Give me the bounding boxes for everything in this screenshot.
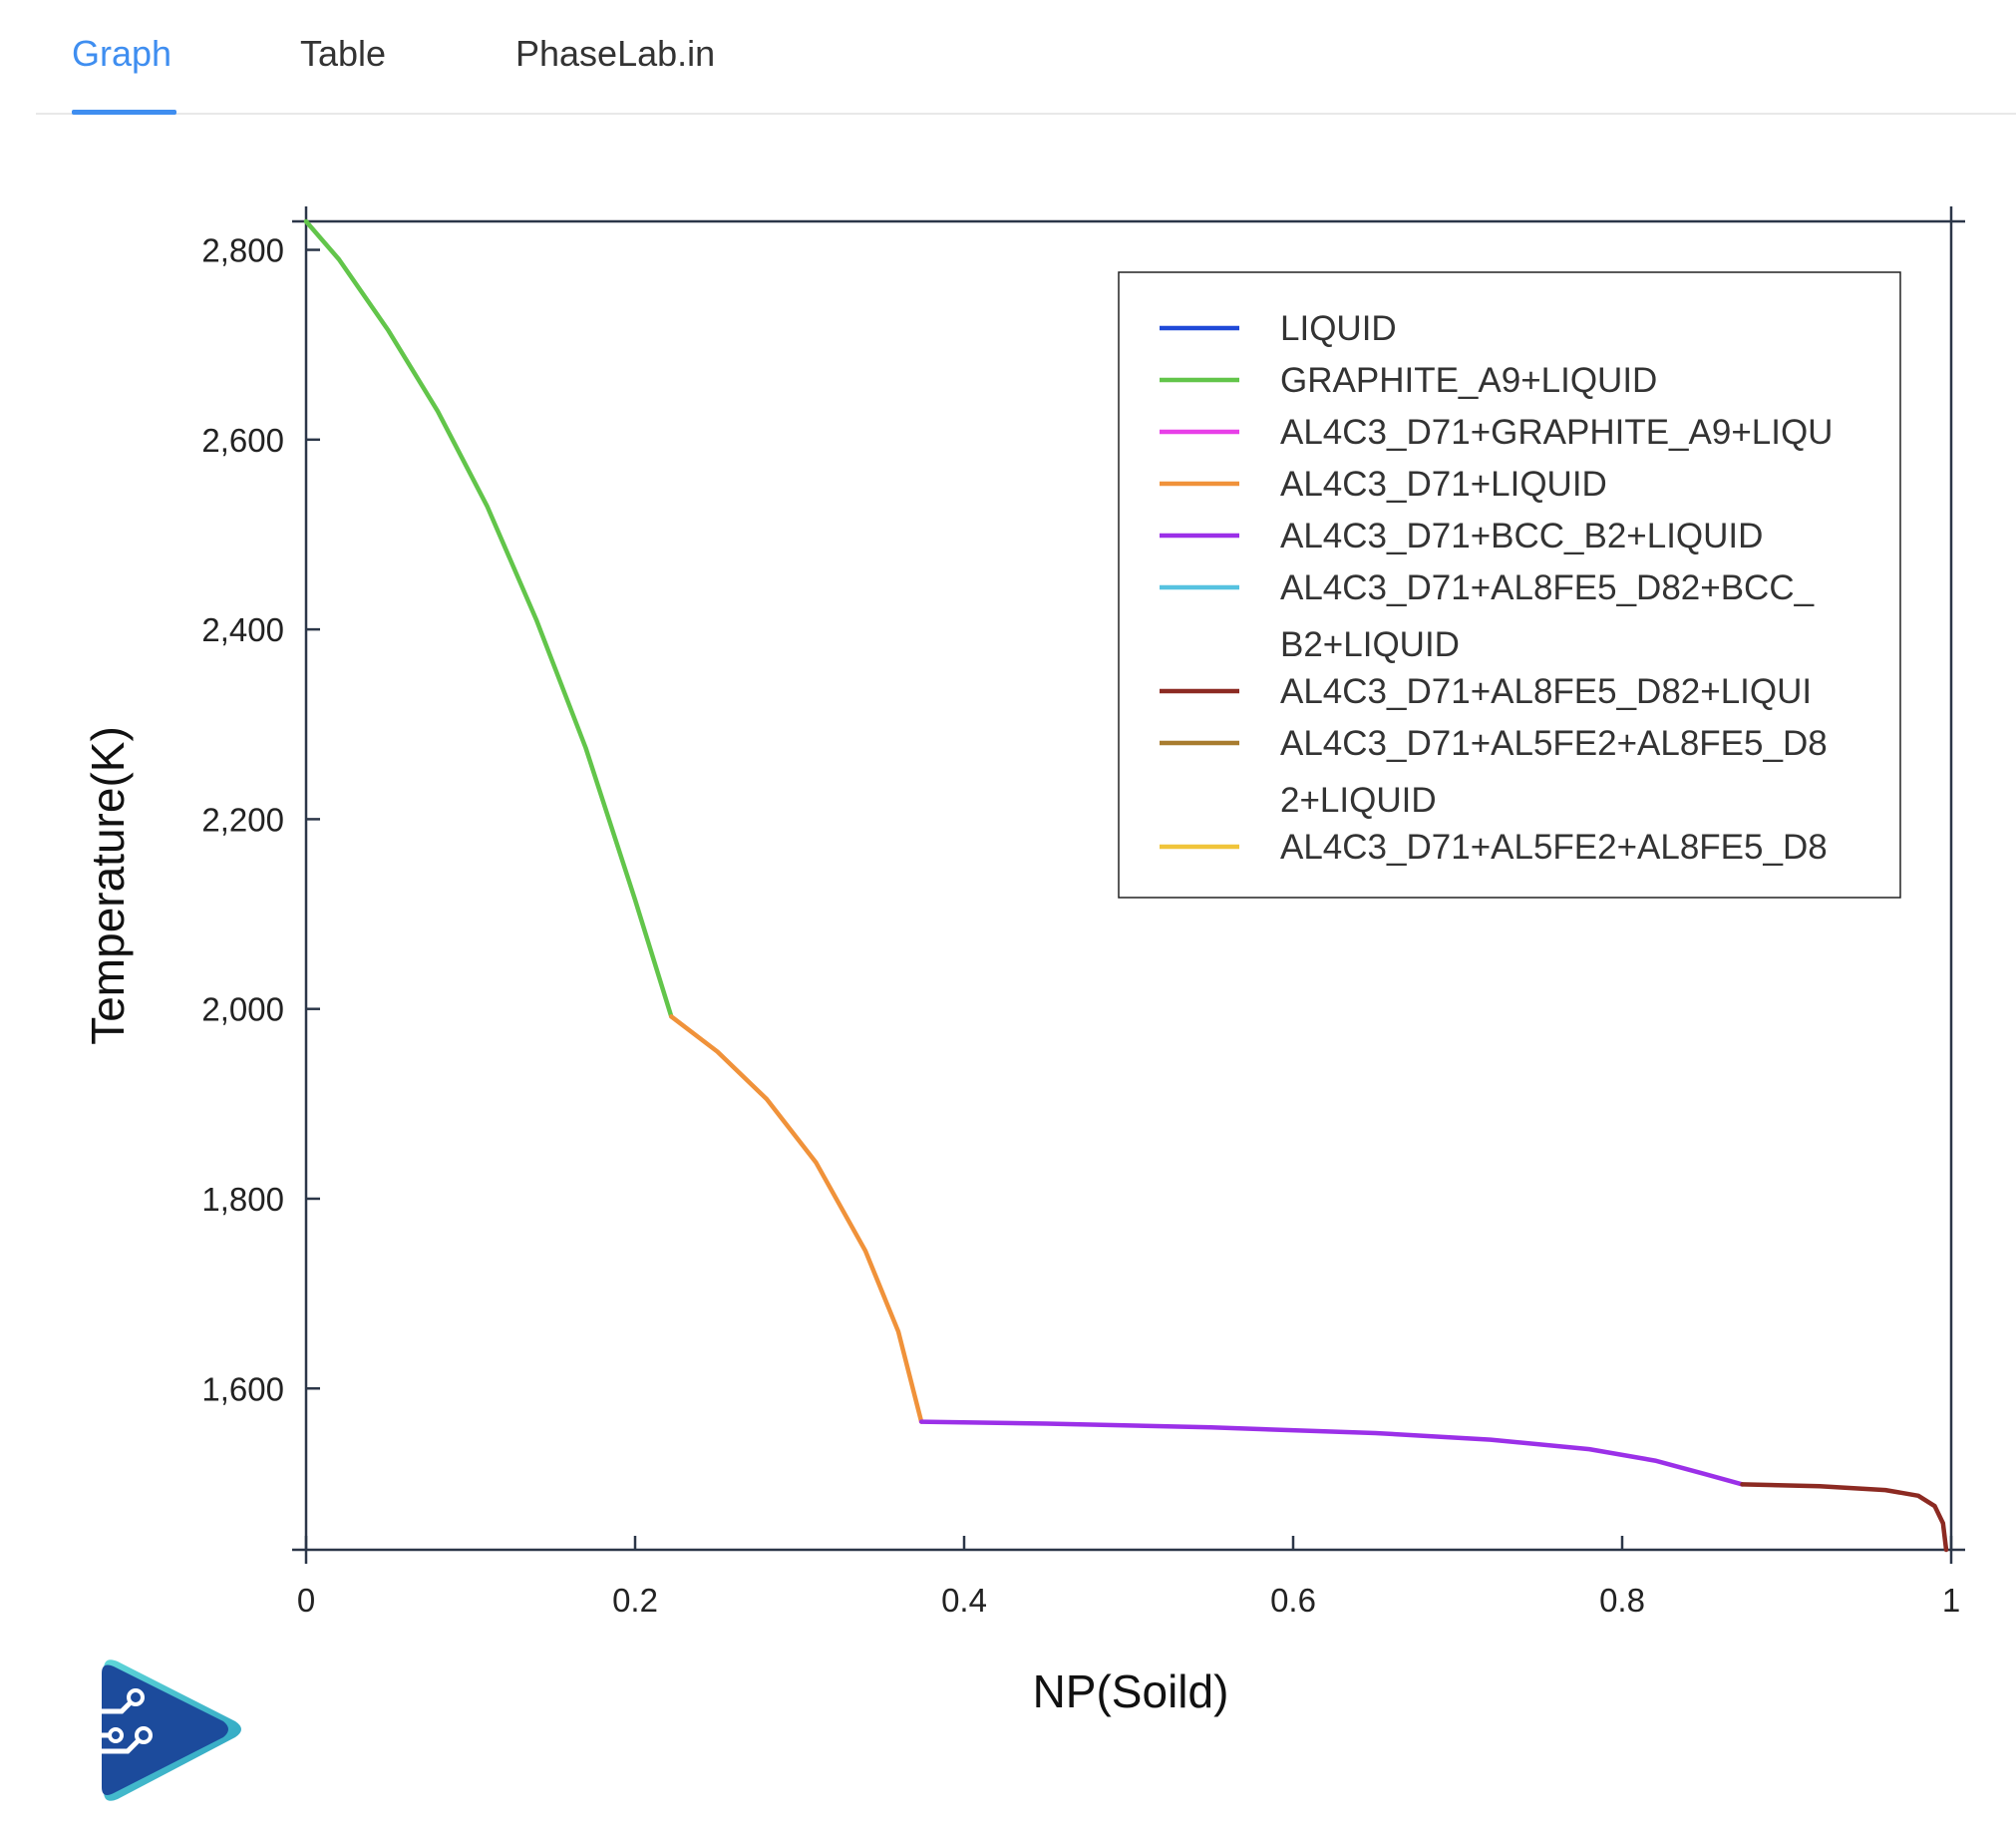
x-tick-label: 0.4 [941, 1582, 987, 1619]
x-tick-label: 0 [297, 1582, 315, 1619]
legend-label-4: AL4C3_D71+BCC_B2+LIQUID [1280, 517, 1763, 555]
x-tick-label: 0.8 [1599, 1582, 1645, 1619]
legend-box [1118, 271, 1901, 899]
tab-table[interactable]: Table [300, 33, 387, 74]
chart-series [303, 218, 1949, 1553]
legend-label-8: AL4C3_D71+AL5FE2+AL8FE5_D8 [1280, 828, 1828, 867]
series-line-1 [303, 218, 674, 1019]
tab-bar: Graph Table PhaseLab.in [36, 0, 2016, 115]
tab-phaselab[interactable]: PhaseLab.in [515, 33, 716, 74]
legend-label-7: AL4C3_D71+AL5FE2+AL8FE5_D8 [1280, 724, 1828, 763]
y-tick-label: 2,400 [201, 611, 284, 648]
x-tick-label: 0.2 [612, 1582, 658, 1619]
y-tick-label: 2,800 [201, 232, 284, 269]
tab-graph[interactable]: Graph [72, 33, 172, 74]
legend-label-7: 2+LIQUID [1280, 781, 1437, 820]
legend-label-3: AL4C3_D71+LIQUID [1280, 465, 1607, 504]
chart-ticks: 0 0.2 0.4 0.6 0.8 1 1,600 1,800 2,000 2,200 2,400 2… [201, 232, 1960, 1619]
series-line-6 [1740, 1482, 1949, 1553]
chart-axes [292, 206, 1965, 1564]
y-tick-label: 1,600 [201, 1370, 284, 1407]
legend-label-0: LIQUID [1280, 309, 1397, 348]
app-logo [99, 1659, 241, 1801]
legend-label-6: AL4C3_D71+AL8FE5_D82+LIQUI [1280, 672, 1812, 711]
chart-legend: LIQUID GRAPHITE_A9+LIQUID AL4C3_D71+GRAPHI… [1118, 271, 1901, 899]
x-axis-title: NP(Soild) [1033, 1665, 1229, 1717]
series-line-3 [669, 1014, 924, 1424]
legend-label-5: AL4C3_D71+AL8FE5_D82+BCC_ [1280, 568, 1815, 607]
legend-label-2: AL4C3_D71+GRAPHITE_A9+LIQU [1280, 413, 1833, 452]
y-tick-label: 1,800 [201, 1181, 284, 1218]
x-tick-label: 0.6 [1270, 1582, 1316, 1619]
x-tick-label: 1 [1942, 1582, 1960, 1619]
y-tick-label: 2,600 [201, 422, 284, 459]
series-line-4 [918, 1419, 1745, 1487]
legend-label-5: B2+LIQUID [1280, 625, 1460, 664]
y-axis-title: Temperature(K) [82, 726, 134, 1045]
active-tab-indicator [72, 110, 176, 115]
y-tick-label: 2,200 [201, 801, 284, 838]
legend-label-1: GRAPHITE_A9+LIQUID [1280, 361, 1657, 400]
y-tick-label: 2,000 [201, 991, 284, 1028]
